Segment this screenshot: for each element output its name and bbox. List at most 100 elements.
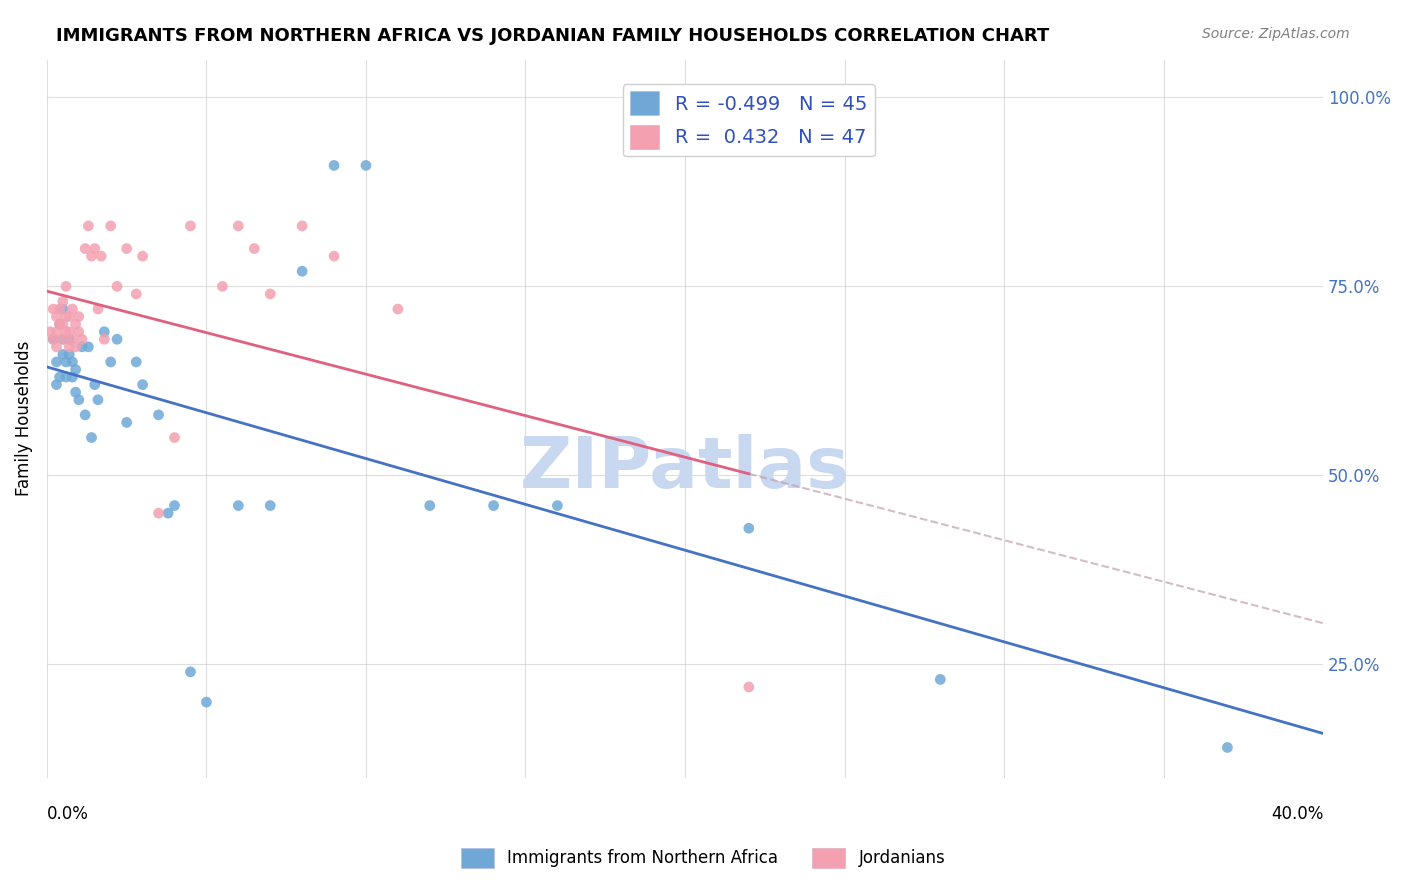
Point (62, 370, 84, 384)
Point (323, 249, 346, 263)
Point (55, 370, 77, 384)
Point (45, 355, 67, 369)
Point (58, 340, 80, 354)
Point (482, 499, 505, 513)
Point (148, 408, 170, 422)
Point (77, 340, 100, 354)
Point (67, 310, 90, 324)
Point (58, 310, 80, 324)
Point (55, 310, 77, 324)
Point (70, 340, 93, 354)
Point (62, 355, 84, 369)
Point (105, 332, 128, 346)
Point (80, 431, 103, 445)
Point (100, 219, 122, 233)
Point (55, 325, 77, 339)
Point (65, 385, 87, 400)
Point (55, 355, 77, 369)
Point (48, 317, 70, 331)
Point (58, 347, 80, 361)
Point (52, 332, 75, 346)
Point (131, 249, 153, 263)
Point (65, 317, 87, 331)
Point (546, 499, 568, 513)
Point (259, 499, 281, 513)
Point (100, 355, 122, 369)
Point (179, 219, 201, 233)
Point (45, 310, 67, 324)
Point (195, 695, 218, 709)
Point (62, 332, 84, 346)
Text: 40.0%: 40.0% (1271, 805, 1323, 823)
Text: Source: ZipAtlas.com: Source: ZipAtlas.com (1202, 27, 1350, 41)
Point (125, 287, 148, 301)
Point (48, 370, 70, 384)
Point (179, 665, 201, 679)
Point (90, 249, 112, 263)
Point (52, 317, 75, 331)
Point (45, 340, 67, 354)
Text: 0.0%: 0.0% (46, 805, 89, 823)
Point (115, 242, 138, 256)
Point (1216, 740, 1239, 755)
Text: ZIPatlas: ZIPatlas (520, 434, 851, 503)
Point (323, 158, 346, 172)
Point (39, 325, 62, 339)
Point (62, 301, 84, 316)
Point (148, 506, 170, 520)
Point (259, 287, 281, 301)
Point (291, 264, 314, 278)
Point (105, 279, 128, 293)
Point (87, 392, 110, 407)
Point (163, 499, 186, 513)
Point (48, 301, 70, 316)
Point (228, 219, 250, 233)
Point (157, 506, 180, 520)
Point (52, 332, 75, 346)
Point (291, 219, 314, 233)
Point (738, 521, 761, 535)
Point (83, 242, 105, 256)
Point (65, 362, 87, 376)
Point (45, 325, 67, 339)
Point (55, 279, 77, 293)
Point (75, 242, 97, 256)
Point (58, 332, 80, 346)
Point (87, 301, 110, 316)
Y-axis label: Family Households: Family Households (15, 341, 32, 496)
Point (228, 499, 250, 513)
Point (42, 332, 65, 346)
Point (93, 332, 115, 346)
Point (48, 317, 70, 331)
Point (77, 219, 100, 233)
Point (243, 242, 266, 256)
Point (738, 680, 761, 694)
Point (67, 392, 90, 407)
Point (83, 377, 105, 392)
Point (75, 408, 97, 422)
Point (65, 340, 87, 354)
Point (419, 499, 441, 513)
Point (52, 294, 75, 309)
Point (58, 325, 80, 339)
Point (125, 355, 148, 369)
Point (42, 301, 65, 316)
Legend: R = -0.499   N = 45, R =  0.432   N = 47: R = -0.499 N = 45, R = 0.432 N = 47 (623, 84, 875, 156)
Point (929, 673, 952, 687)
Point (211, 279, 233, 293)
Point (131, 377, 153, 392)
Point (45, 377, 67, 392)
Point (52, 301, 75, 316)
Point (52, 347, 75, 361)
Point (163, 431, 186, 445)
Point (70, 332, 93, 346)
Text: IMMIGRANTS FROM NORTHERN AFRICA VS JORDANIAN FAMILY HOUSEHOLDS CORRELATION CHART: IMMIGRANTS FROM NORTHERN AFRICA VS JORDA… (56, 27, 1049, 45)
Point (67, 325, 90, 339)
Point (42, 332, 65, 346)
Point (80, 249, 103, 263)
Point (93, 325, 115, 339)
Point (354, 158, 377, 172)
Legend: Immigrants from Northern Africa, Jordanians: Immigrants from Northern Africa, Jordani… (454, 841, 952, 875)
Point (115, 416, 138, 430)
Point (387, 301, 409, 316)
